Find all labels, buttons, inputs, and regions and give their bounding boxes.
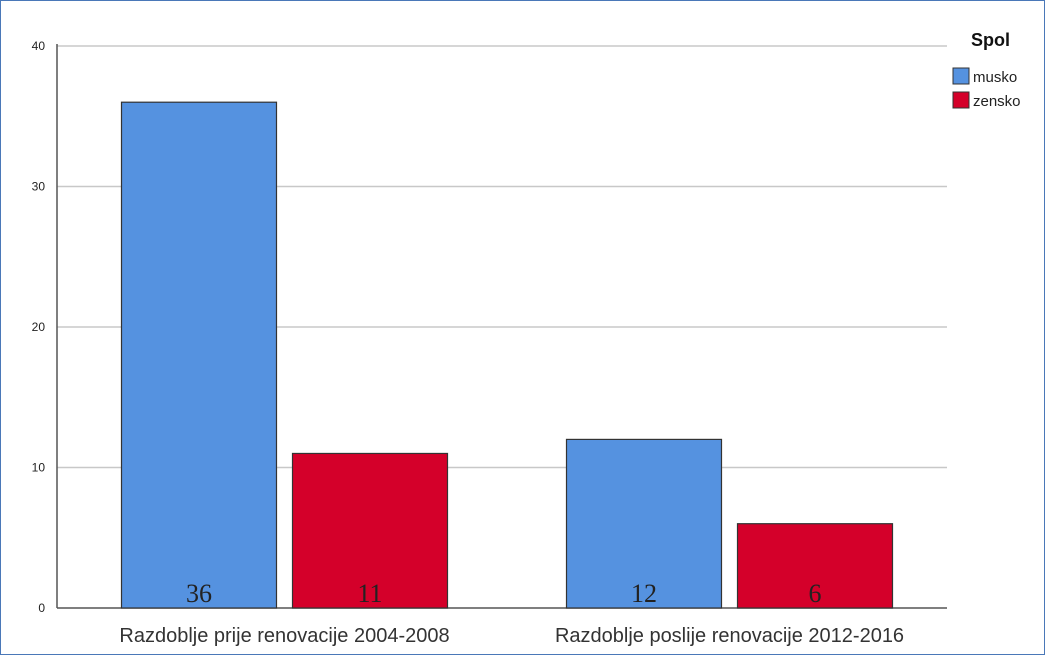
legend-label: zensko [973, 93, 1021, 110]
y-tick-label: 10 [32, 461, 46, 475]
y-tick-label: 0 [38, 601, 45, 615]
legend-swatch-musko [952, 67, 970, 85]
bar-zensko [736, 523, 894, 609]
y-tick-label: 30 [32, 180, 46, 194]
legend-swatch-zensko [952, 91, 970, 109]
data-label: 36 [186, 579, 212, 608]
data-label: 12 [631, 579, 657, 608]
x-category-label: Razdoblje poslije renovacije 2012-2016 [555, 625, 904, 647]
bar-musko [565, 438, 723, 609]
bar-zensko [291, 452, 449, 609]
y-tick-label: 20 [32, 320, 46, 334]
legend-label: musko [973, 69, 1017, 86]
data-label: 6 [809, 579, 822, 608]
x-category-label: Razdoblje prije renovacije 2004-2008 [119, 625, 449, 647]
data-label: 11 [357, 579, 382, 608]
legend-title: Spol [971, 30, 1010, 50]
bar-musko [120, 101, 278, 609]
y-tick-label: 40 [32, 39, 46, 53]
